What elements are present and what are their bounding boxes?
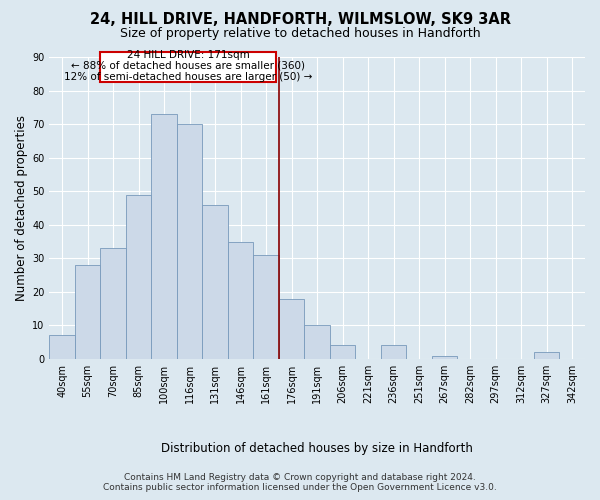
Bar xyxy=(75,265,100,359)
FancyBboxPatch shape xyxy=(100,52,277,82)
Text: ← 88% of detached houses are smaller (360): ← 88% of detached houses are smaller (36… xyxy=(71,60,305,70)
Bar xyxy=(304,326,330,359)
X-axis label: Distribution of detached houses by size in Handforth: Distribution of detached houses by size … xyxy=(161,442,473,455)
Bar xyxy=(432,356,457,359)
Y-axis label: Number of detached properties: Number of detached properties xyxy=(15,115,28,301)
Bar xyxy=(151,114,177,359)
Text: 24, HILL DRIVE, HANDFORTH, WILMSLOW, SK9 3AR: 24, HILL DRIVE, HANDFORTH, WILMSLOW, SK9… xyxy=(89,12,511,28)
Bar xyxy=(381,346,406,359)
Bar xyxy=(126,194,151,359)
Text: 24 HILL DRIVE: 171sqm: 24 HILL DRIVE: 171sqm xyxy=(127,50,250,60)
Text: Contains HM Land Registry data © Crown copyright and database right 2024.
Contai: Contains HM Land Registry data © Crown c… xyxy=(103,473,497,492)
Bar xyxy=(202,204,228,359)
Text: Size of property relative to detached houses in Handforth: Size of property relative to detached ho… xyxy=(119,28,481,40)
Bar xyxy=(177,124,202,359)
Bar xyxy=(279,298,304,359)
Bar xyxy=(49,336,75,359)
Bar xyxy=(253,255,279,359)
Bar xyxy=(534,352,559,359)
Bar xyxy=(228,242,253,359)
Bar xyxy=(100,248,126,359)
Text: 12% of semi-detached houses are larger (50) →: 12% of semi-detached houses are larger (… xyxy=(64,72,313,82)
Bar xyxy=(330,346,355,359)
